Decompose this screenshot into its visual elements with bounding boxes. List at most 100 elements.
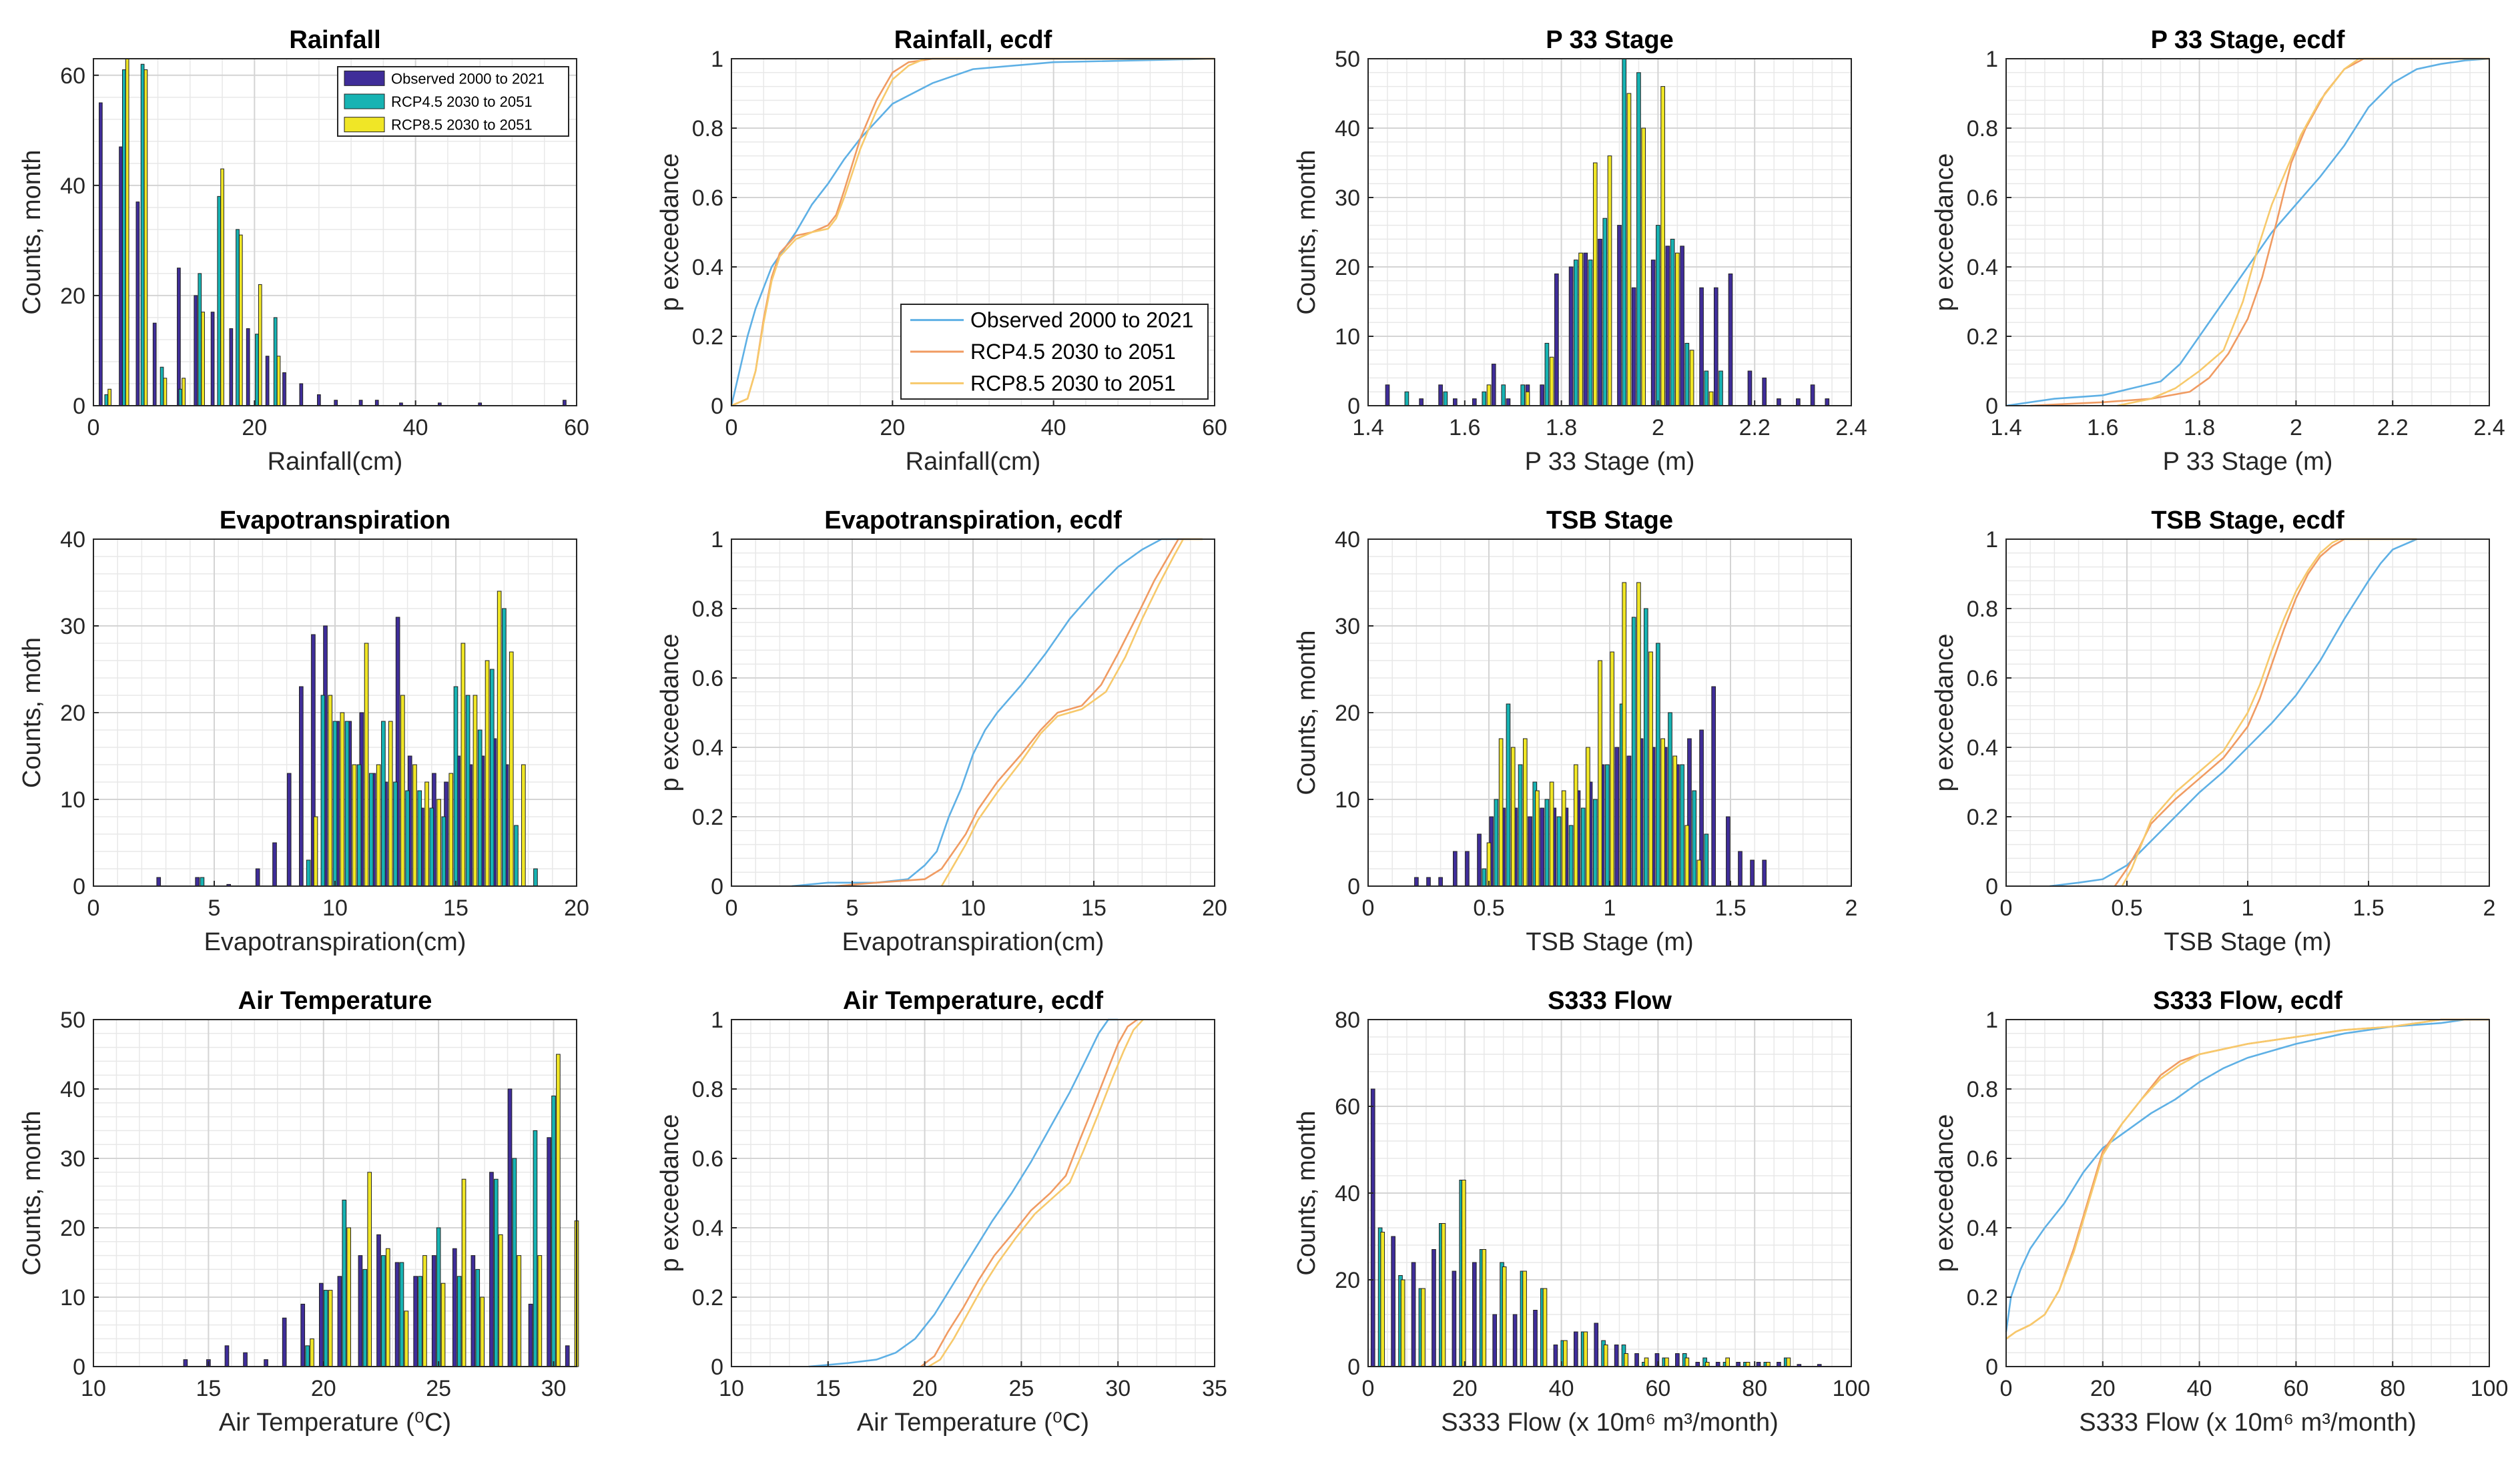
y-tick-label: 40 <box>60 527 85 552</box>
y-tick-label: 30 <box>1335 186 1360 211</box>
bar <box>418 1276 422 1367</box>
bar <box>1472 1262 1477 1367</box>
bar <box>201 312 205 406</box>
bar <box>1668 712 1672 887</box>
bar <box>258 284 262 406</box>
bar <box>1594 1323 1599 1367</box>
bar <box>1477 833 1482 887</box>
y-tick-label: 1 <box>711 1008 723 1033</box>
bar <box>381 721 386 887</box>
bar <box>489 669 495 887</box>
bar <box>317 394 321 406</box>
y-tick-label: 40 <box>1335 116 1360 141</box>
chart-panel-2: 0 20 40 60 0 0.2 0.4 0.6 0.8 1 Rainfall, ecdf Rainf… <box>656 26 1227 476</box>
chart-title: TSB Stage <box>1546 506 1673 534</box>
bar <box>299 383 304 406</box>
bar <box>1573 764 1578 887</box>
y-axis-label: p exceedance <box>656 1114 684 1272</box>
bar <box>385 1248 390 1367</box>
x-tick-label: 2 <box>2483 895 2496 921</box>
x-tick-label: 25 <box>426 1376 451 1401</box>
bar <box>1718 370 1723 406</box>
y-tick-label: 0 <box>711 1355 723 1380</box>
x-tick-label: 60 <box>2283 1376 2308 1401</box>
bar <box>413 1276 418 1367</box>
bar <box>1568 825 1574 887</box>
bar <box>182 378 186 406</box>
bar <box>119 146 123 406</box>
bar <box>509 651 514 887</box>
chart-panel-1: 0 20 40 60 0 20 40 60 Rainfall Rainfall(cm) Counts… <box>18 26 589 476</box>
bar <box>265 356 270 406</box>
y-tick-label: 0 <box>711 874 723 899</box>
axes-box <box>2005 1019 2490 1367</box>
bar <box>194 295 198 406</box>
bar <box>1441 1223 1446 1367</box>
bar <box>517 1255 522 1367</box>
bar <box>217 196 222 406</box>
tick-labels: 10 15 20 25 30 35 0 0.2 0.4 0.6 0.8 1 <box>692 1008 1227 1401</box>
x-tick-label: 0.5 <box>2111 895 2142 921</box>
legend: Observed 2000 to 2021 RCP4.5 2030 to 2051… <box>900 304 1209 400</box>
bar <box>1573 1331 1578 1367</box>
bar <box>328 695 333 887</box>
y-tick-label: 0.8 <box>692 597 723 622</box>
ecdf-line-1 <box>808 1018 1119 1368</box>
bar <box>417 790 422 887</box>
bar <box>1414 877 1419 887</box>
x-tick-label: 40 <box>1549 1376 1574 1401</box>
bar <box>422 1255 427 1367</box>
x-tick-label: 15 <box>196 1376 221 1401</box>
chart-title: Rainfall, ecdf <box>894 26 1052 54</box>
bar <box>1540 807 1544 887</box>
y-tick-label: 1 <box>1985 1008 1998 1033</box>
bar <box>494 1178 499 1367</box>
bar-series-3 <box>1380 1180 1791 1367</box>
bar <box>521 764 526 887</box>
y-tick-label: 40 <box>60 173 85 199</box>
bar <box>1626 93 1632 406</box>
x-tick-label: 0 <box>87 415 100 440</box>
bar <box>305 1345 310 1367</box>
y-tick-label: 0 <box>1985 394 1998 419</box>
bar <box>1626 755 1632 887</box>
ecdf-line-3 <box>940 538 1203 887</box>
bar <box>298 686 304 887</box>
bar <box>320 695 326 887</box>
bar <box>282 372 286 406</box>
bar <box>1385 384 1390 406</box>
ecdf-line-1 <box>792 538 1191 887</box>
y-axis-label: p exceedance <box>1931 1114 1959 1272</box>
y-tick-label: 0.2 <box>1967 805 1998 830</box>
bar <box>1419 398 1424 406</box>
bar <box>1512 1314 1518 1367</box>
x-tick-label: 10 <box>322 895 348 921</box>
bar <box>140 63 145 406</box>
bar <box>1650 260 1656 406</box>
axes-box <box>93 58 577 406</box>
tick-labels: 0 5 10 15 20 0 10 20 30 40 <box>60 527 589 921</box>
bar <box>537 1255 543 1367</box>
bar <box>1631 617 1636 887</box>
x-tick-label: 100 <box>2471 1376 2509 1401</box>
bar <box>1506 703 1511 887</box>
x-tick-label: 20 <box>311 1376 336 1401</box>
bar <box>210 312 215 406</box>
y-tick-label: 0.4 <box>1967 255 1998 280</box>
axes-box <box>731 1019 1215 1367</box>
bar <box>1568 266 1574 406</box>
legend-label: Observed 2000 to 2021 <box>970 308 1193 332</box>
x-tick-label: 1.5 <box>2352 895 2384 921</box>
bar <box>1665 246 1670 406</box>
bar <box>1711 686 1716 887</box>
x-tick-label: 2.4 <box>2473 415 2505 440</box>
bar <box>1404 391 1409 406</box>
bar <box>122 69 126 406</box>
y-tick-label: 60 <box>60 63 85 89</box>
bar <box>1588 260 1593 406</box>
bar <box>394 1262 400 1367</box>
x-axis-label: Evapotranspiration(cm) <box>204 928 466 956</box>
